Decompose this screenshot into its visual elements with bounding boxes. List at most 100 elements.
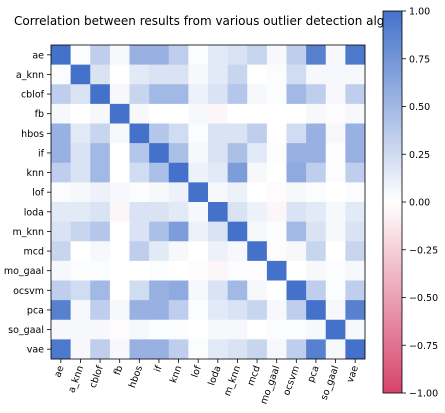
heatmap-cell-knn-m_knn (227, 162, 248, 183)
heatmap-cell-loda-knn (168, 202, 189, 222)
colorbar-ticks: 1.00 0.75 0.50 0.25 0.00 −0.25 −0.50 −0.75 −1.00 (402, 7, 438, 400)
heatmap-cell-fb-mo_gaal (266, 103, 287, 124)
heatmap-cell-ae-m_knn (227, 45, 248, 65)
heatmap-cell-knn-vae (345, 162, 366, 183)
heatmap-cell-pca-ocsvm (286, 300, 307, 321)
heatmap-cell-loda-m_knn (227, 202, 248, 222)
heatmap-cell-m_knn-ae (51, 221, 71, 242)
heatmap-cell-fb-hbos (129, 103, 150, 124)
heatmap-cell-if-cblof (90, 143, 111, 164)
y-tick-label: mcd (23, 247, 44, 258)
heatmap-cell-lof-ocsvm (286, 182, 307, 203)
heatmap-cell-fb-cblof (90, 103, 111, 124)
heatmap-cell-m_knn-pca (306, 221, 327, 242)
heatmap-cell-loda-a_knn (70, 202, 91, 222)
heatmap-cell-lof-lof (188, 182, 209, 203)
heatmap-cell-ocsvm-a_knn (70, 280, 91, 301)
y-tick-label: knn (26, 168, 44, 179)
heatmap-cell-cblof-so_gaal (325, 84, 346, 105)
heatmap-cell-mcd-vae (345, 241, 366, 262)
heatmap-cell-fb-ocsvm (286, 103, 307, 124)
heatmap-cell-a_knn-loda (208, 64, 228, 85)
heatmap-cell-knn-knn (168, 162, 189, 183)
heatmap-cell-cblof-mo_gaal (266, 84, 287, 105)
heatmap-cell-cblof-if (149, 84, 170, 105)
y-tick-label: ae (32, 50, 44, 61)
heatmap-cell-ocsvm-ae (51, 280, 71, 301)
heatmap-cell-lof-mo_gaal (266, 182, 287, 203)
heatmap-cell-hbos-a_knn (70, 123, 91, 144)
heatmap-cell-knn-ocsvm (286, 162, 307, 183)
heatmap-cell-so_gaal-mcd (247, 319, 268, 340)
heatmap-cell-mcd-cblof (90, 241, 111, 262)
heatmap-cell-so_gaal-ocsvm (286, 319, 307, 340)
heatmap-cell-a_knn-cblof (90, 64, 111, 85)
heatmap-cell-fb-loda (208, 103, 228, 124)
heatmap-cell-ae-knn (168, 45, 189, 65)
heatmap-cell-if-if (149, 143, 170, 164)
heatmap-cell-so_gaal-so_gaal (325, 319, 346, 340)
heatmap-cell-m_knn-loda (208, 221, 228, 242)
heatmap-cell-hbos-loda (208, 123, 228, 144)
heatmap-cell-knn-fb (109, 162, 130, 183)
heatmap-cell-lof-fb (109, 182, 130, 203)
heatmap-cell-a_knn-lof (188, 64, 209, 85)
heatmap-cell-pca-hbos (129, 300, 150, 321)
y-tick-label: m_knn (12, 227, 44, 238)
heatmap-cell-pca-vae (345, 300, 366, 321)
heatmap-cell-vae-loda (208, 339, 228, 360)
heatmap-cell-a_knn-vae (345, 64, 366, 85)
heatmap-cell-ae-cblof (90, 45, 111, 65)
heatmap-cell-so_gaal-vae (345, 319, 366, 340)
heatmap-cell-ae-so_gaal (325, 45, 346, 65)
x-tick-label: vae (345, 364, 361, 384)
heatmap-cell-vae-if (149, 339, 170, 360)
heatmap-cell-hbos-cblof (90, 123, 111, 144)
heatmap-cell-mo_gaal-vae (345, 260, 366, 281)
heatmap-cell-cblof-mcd (247, 84, 268, 105)
heatmap-cell-loda-lof (188, 202, 209, 222)
heatmap-cell-ocsvm-vae (345, 280, 366, 301)
heatmap-cell-hbos-ocsvm (286, 123, 307, 144)
heatmap-cell-pca-lof (188, 300, 209, 321)
heatmap-cell-so_gaal-if (149, 319, 170, 340)
heatmap-cell-mo_gaal-mcd (247, 260, 268, 281)
heatmap-cell-m_knn-ocsvm (286, 221, 307, 242)
heatmap-cell-mcd-ocsvm (286, 241, 307, 262)
heatmap-cell-vae-a_knn (70, 339, 91, 360)
heatmap-cell-fb-ae (51, 103, 71, 124)
heatmap-cell-mo_gaal-knn (168, 260, 189, 281)
heatmap-cell-mcd-so_gaal (325, 241, 346, 262)
heatmap-cell-mcd-fb (109, 241, 130, 262)
heatmap-cell-lof-pca (306, 182, 327, 203)
heatmap-cell-loda-loda (208, 202, 228, 222)
x-tick-label: if (152, 364, 165, 374)
heatmap-cell-so_gaal-m_knn (227, 319, 248, 340)
heatmap-cell-hbos-lof (188, 123, 209, 144)
plot-frame (50, 44, 366, 360)
colorbar-tick-label: −1.00 (409, 389, 438, 400)
heatmap-cell-mo_gaal-loda (208, 260, 228, 281)
heatmap-cell-hbos-if (149, 123, 170, 144)
x-tick-label: mcd (246, 364, 263, 387)
heatmap-cell-if-so_gaal (325, 143, 346, 164)
heatmap-cell-mcd-a_knn (70, 241, 91, 262)
heatmap-cell-m_knn-cblof (90, 221, 111, 242)
heatmap-cell-pca-pca (306, 300, 327, 321)
heatmap-cell-ocsvm-ocsvm (286, 280, 307, 301)
heatmap-cell-mcd-m_knn (227, 241, 248, 262)
heatmap-cell-m_knn-vae (345, 221, 366, 242)
heatmap-cell-ocsvm-mcd (247, 280, 268, 301)
y-tick-label: pca (27, 305, 44, 316)
heatmap-cell-so_gaal-cblof (90, 319, 111, 340)
heatmap-cell-loda-cblof (90, 202, 111, 222)
heatmap-cell-mo_gaal-hbos (129, 260, 150, 281)
heatmap-cell-hbos-knn (168, 123, 189, 144)
heatmap-cell-ocsvm-knn (168, 280, 189, 301)
heatmap-cell-loda-fb (109, 202, 130, 222)
heatmap-cell-vae-mcd (247, 339, 268, 360)
heatmap-cell-hbos-mo_gaal (266, 123, 287, 144)
heatmap-cell-knn-lof (188, 162, 209, 183)
